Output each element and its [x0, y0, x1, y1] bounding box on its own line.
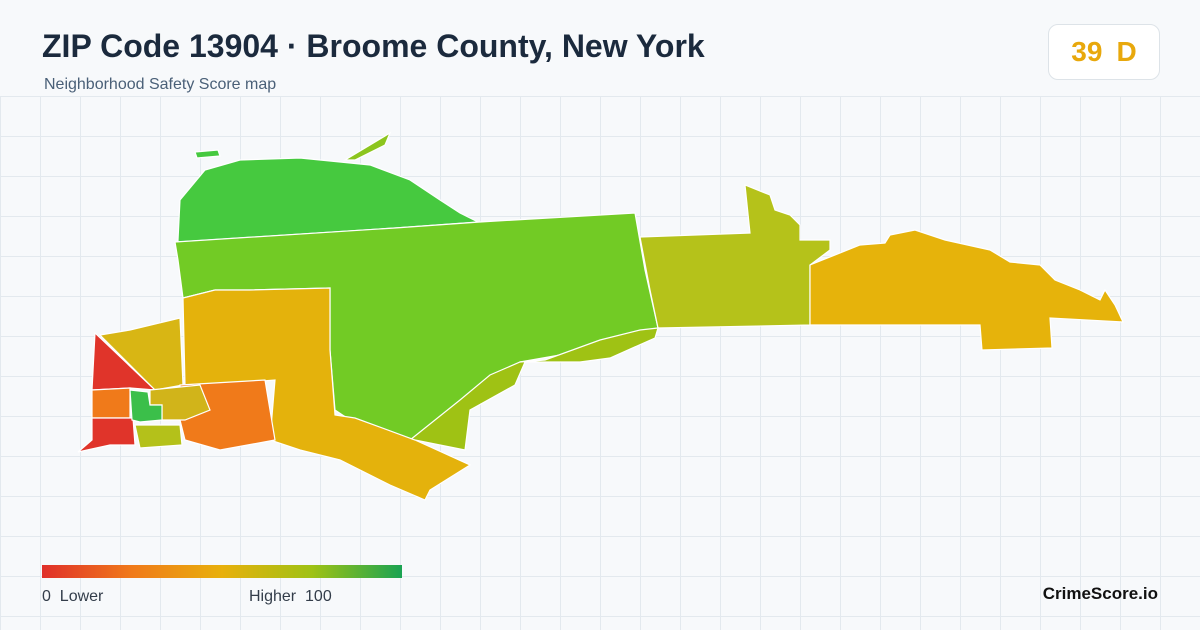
legend-min-value: 0 — [42, 588, 51, 605]
subtitle: Neighborhood Safety Score map — [44, 76, 277, 93]
grade: D — [1116, 36, 1137, 67]
header: ZIP Code 13904 · Broome County, New York… — [0, 0, 1200, 96]
region — [408, 327, 659, 451]
title: ZIP Code 13904 · Broome County, New York — [42, 28, 705, 64]
region — [129, 389, 163, 423]
score: 39 — [1071, 36, 1103, 67]
region — [182, 287, 472, 501]
legend-min-label: Lower — [59, 588, 104, 605]
region — [77, 417, 136, 453]
legend-min: 0 Lower — [42, 588, 103, 606]
brand: CrimeScore.io — [1042, 584, 1158, 603]
region — [194, 149, 221, 159]
legend-max: Higher 100 — [249, 588, 332, 606]
region — [342, 131, 392, 161]
region — [134, 424, 183, 449]
region — [809, 229, 1124, 351]
score-badge: 39 D — [1048, 24, 1160, 80]
legend-max-label: Higher — [249, 588, 297, 605]
legend-scale — [42, 565, 402, 578]
legend-max-value: 100 — [305, 588, 332, 605]
region — [639, 184, 831, 329]
region — [91, 387, 131, 419]
